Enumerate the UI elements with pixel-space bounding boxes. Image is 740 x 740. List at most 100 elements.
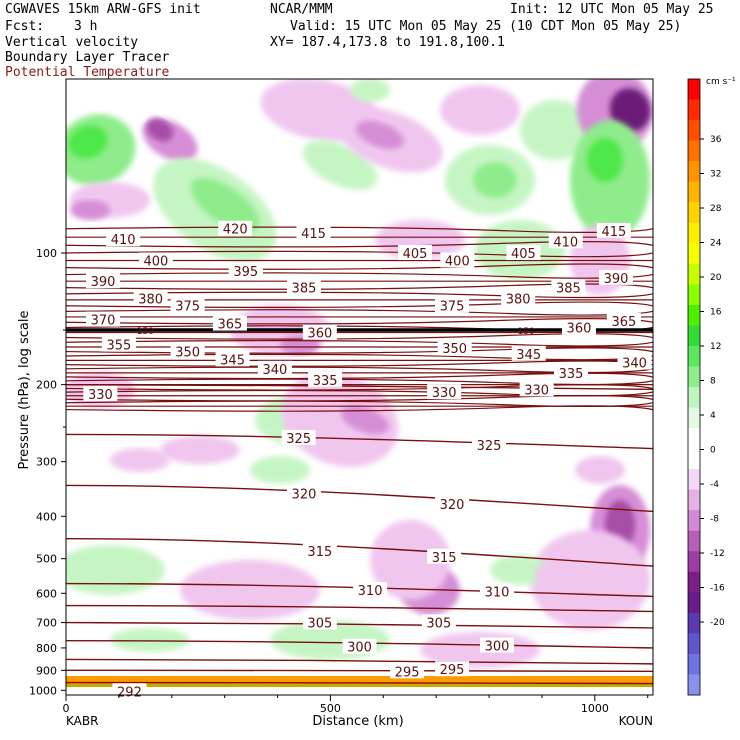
theta-label: 380	[138, 292, 163, 307]
forecast-label: Fcst:	[5, 19, 45, 34]
theta-label: 315	[307, 545, 332, 560]
velocity-cell	[530, 530, 650, 630]
theta-label: 340	[622, 357, 647, 372]
theta-contour	[66, 241, 653, 248]
surface-tracer-band	[66, 684, 653, 687]
y-tick-label: 600	[36, 587, 57, 600]
colorbar-swatch	[688, 551, 700, 573]
colorbar-unit: cm s⁻¹	[706, 77, 736, 87]
theta-label: 420	[223, 223, 248, 238]
cross-section-endpoints: XY= 187.4,173.8 to 191.8,100.1	[270, 35, 505, 50]
theta-label: 345	[220, 353, 245, 368]
theta-label: 295	[440, 663, 465, 678]
theta-label: 365	[218, 318, 243, 333]
colorbar-swatch	[688, 161, 700, 183]
colorbar-tick-label: 32	[710, 170, 721, 180]
colorbar-tick-label: -20	[710, 618, 725, 628]
theta-label: 390	[604, 272, 629, 287]
velocity-cell	[341, 405, 389, 435]
velocity-cell	[356, 120, 404, 150]
tropopause-label: 150	[137, 327, 154, 337]
colorbar-tick-label: -8	[710, 515, 719, 525]
velocity-cell	[180, 560, 320, 620]
theta-contour	[66, 309, 653, 316]
theta-label: 315	[432, 551, 457, 566]
theta-label: 355	[106, 339, 131, 354]
theta-label-bg	[286, 279, 321, 295]
colorbar-swatch	[688, 469, 700, 491]
theta-label: 292	[117, 685, 142, 700]
theta-label-bg	[472, 437, 507, 453]
velocity-cell	[609, 88, 651, 132]
colorbar-swatch	[688, 612, 700, 634]
colorbar-swatch	[688, 428, 700, 450]
colorbar-tick-label: 0	[710, 446, 716, 456]
start-station-label: KABR	[66, 714, 98, 728]
colorbar-swatch	[688, 489, 700, 511]
velocity-cell	[280, 335, 320, 355]
theta-contour	[66, 400, 653, 408]
pressure-axis: 100 200 300 400 500 600 700 800 900 1000	[29, 247, 66, 697]
colorbar-swatch	[688, 633, 700, 655]
theta-label: 300	[347, 641, 372, 656]
colorbar-tick-label: -12	[710, 549, 725, 559]
theta-label: 305	[307, 617, 332, 632]
plot-frame	[65, 78, 654, 696]
theta-label: 370	[91, 314, 116, 329]
colorbar-swatch	[688, 181, 700, 203]
colorbar-swatch	[688, 202, 700, 224]
theta-label-bg	[83, 385, 118, 401]
theta-label-bg	[519, 381, 554, 397]
theta-label-bg	[106, 231, 141, 247]
theta-label: 340	[262, 363, 287, 378]
theta-label: 320	[292, 488, 317, 503]
velocity-cell	[146, 118, 174, 142]
x-axis-title: Distance (km)	[312, 714, 403, 729]
model-title: CGWAVES 15km ARW-GFS init	[5, 2, 201, 17]
theta-label: 360	[307, 327, 332, 342]
theta-label: 400	[445, 254, 470, 269]
y-tick-label: 400	[36, 510, 57, 523]
theta-label: 320	[440, 498, 465, 513]
colorbar-swatch	[688, 510, 700, 532]
y-tick-label: 700	[36, 617, 57, 630]
colorbar-swatch	[688, 571, 700, 593]
field-vertical-velocity: Vertical velocity	[5, 35, 139, 50]
center-label: NCAR/MMM	[270, 2, 333, 17]
theta-label-bg	[218, 220, 253, 236]
theta-label-bg	[86, 311, 121, 327]
theta-label-bg	[342, 638, 377, 654]
theta-label-bg	[170, 297, 205, 313]
theta-contour	[66, 669, 653, 673]
theta-label: 380	[506, 292, 531, 307]
theta-label-bg	[435, 297, 470, 313]
colorbar-swatch	[688, 653, 700, 675]
theta-label: 385	[556, 282, 581, 297]
theta-label: 365	[612, 315, 637, 330]
y-tick-label: 500	[36, 553, 57, 566]
theta-contour	[66, 291, 653, 299]
theta-label-bg	[281, 430, 316, 446]
theta-contour	[66, 383, 653, 391]
theta-contour	[66, 484, 653, 513]
theta-label: 385	[292, 282, 317, 297]
y-axis-title: Pressure (hPa), log scale	[17, 311, 32, 470]
velocity-cell	[250, 456, 310, 484]
velocity-cell	[473, 162, 517, 198]
theta-label-bg	[437, 340, 472, 356]
theta-label-bg	[440, 252, 475, 268]
velocity-cell	[110, 448, 170, 472]
theta-label-bg	[398, 245, 433, 261]
theta-label-bg	[215, 351, 250, 367]
velocity-cell	[440, 85, 520, 135]
theta-label: 405	[403, 247, 428, 262]
theta-label-bg	[286, 485, 321, 501]
theta-label-bg	[302, 324, 337, 340]
theta-label-bg	[598, 269, 633, 285]
theta-label-bg	[302, 542, 337, 558]
theta-label: 345	[516, 348, 541, 363]
theta-label-bg	[551, 279, 586, 295]
colorbar-tick-label: 12	[710, 342, 721, 352]
theta-label-bg	[501, 290, 536, 306]
